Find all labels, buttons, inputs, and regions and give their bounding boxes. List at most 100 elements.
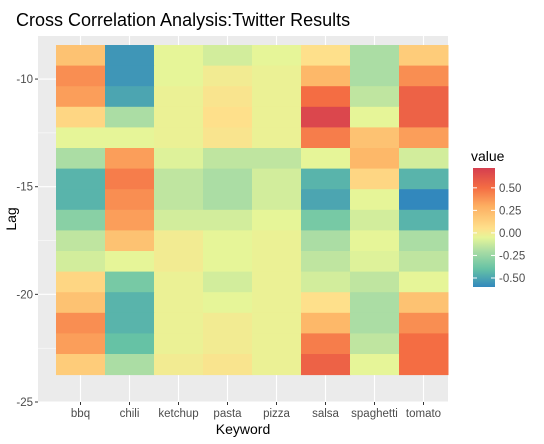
heatmap-cell [105,65,155,87]
heatmap-cell [154,65,204,87]
heatmap-cell [203,333,253,355]
legend-tick-label: 0.25 [499,205,521,217]
heatmap-cell [350,271,400,293]
x-axis: bbq chili ketchup pasta pizza salsa spaghetti t… [71,402,441,420]
heatmap-cell [154,168,204,190]
heatmap-cell [252,354,302,376]
x-tick-label: salsa [312,408,339,420]
heatmap-cell [105,168,155,190]
heatmap-cell [203,168,253,190]
heatmap-cell [252,271,302,293]
y-axis: -10 -15 -20 -25 [16,74,38,409]
heatmap-cell [399,312,449,334]
heatmap-cell [399,292,449,314]
heatmap-cell [105,333,155,355]
heatmap-cell [105,86,155,108]
heatmap-cell [56,251,106,273]
heatmap-cell [301,354,351,376]
heatmap-cell [154,127,204,149]
heatmap-cells [56,45,449,376]
y-tick-label: -25 [16,397,33,409]
heatmap-cell [154,292,204,314]
heatmap-cell [56,127,106,149]
heatmap-cell [252,86,302,108]
heatmap-cell [350,86,400,108]
heatmap-cell [350,127,400,149]
heatmap-cell [252,312,302,334]
legend-title: value [471,148,505,164]
heatmap-cell [301,45,351,67]
heatmap-cell [350,45,400,67]
heatmap-cell [105,45,155,67]
heatmap-cell [399,86,449,108]
heatmap-cell [105,106,155,128]
heatmap-cell [203,65,253,87]
heatmap-cell [252,45,302,67]
heatmap-cell [105,312,155,334]
heatmap-cell [301,106,351,128]
heatmap-cell [399,189,449,211]
heatmap-cell [56,271,106,293]
heatmap-cell [399,148,449,170]
heatmap-cell [350,189,400,211]
heatmap-cell [350,333,400,355]
heatmap-cell [252,251,302,273]
heatmap-cell [154,148,204,170]
heatmap-cell [56,209,106,231]
heatmap-cell [301,65,351,87]
heatmap-cell [203,271,253,293]
heatmap-cell [203,230,253,252]
heatmap-cell [350,209,400,231]
heatmap-cell [301,148,351,170]
heatmap-cell [105,189,155,211]
heatmap-cell [252,333,302,355]
heatmap-cell [203,148,253,170]
heatmap-cell [203,209,253,231]
heatmap-cell [399,45,449,67]
heatmap-cell [399,106,449,128]
legend: value 0.50 0.25 0.00 -0.25 -0.50 [471,148,525,287]
heatmap-cell [350,65,400,87]
heatmap-cell [56,333,106,355]
heatmap-cell [105,251,155,273]
x-tick-label: spaghetti [351,408,398,420]
heatmap-cell [203,189,253,211]
heatmap-cell [56,86,106,108]
legend-colorbar [473,168,495,287]
heatmap-cell [56,168,106,190]
heatmap-cell [56,312,106,334]
heatmap-cell [203,127,253,149]
heatmap-cell [350,230,400,252]
heatmap-cell [301,168,351,190]
legend-tick-label: -0.25 [499,250,525,262]
x-tick-label: pizza [263,408,290,420]
heatmap-cell [56,230,106,252]
x-tick-label: ketchup [158,408,198,420]
heatmap-cell [203,292,253,314]
heatmap-cell [252,65,302,87]
heatmap-cell [301,86,351,108]
heatmap-cell [105,271,155,293]
legend-tick-label: 0.00 [499,228,521,240]
heatmap-cell [203,45,253,67]
heatmap-cell [252,106,302,128]
x-tick-label: pasta [213,408,242,420]
y-tick-label: -10 [16,74,33,86]
heatmap-cell [399,251,449,273]
heatmap-cell [399,333,449,355]
x-tick-label: tomato [406,408,441,420]
heatmap-cell [252,127,302,149]
heatmap-cell [399,127,449,149]
heatmap-cell [56,354,106,376]
heatmap-cell [56,106,106,128]
heatmap-cell [350,148,400,170]
heatmap-cell [105,209,155,231]
heatmap-cell [252,230,302,252]
heatmap-cell [203,312,253,334]
chart-title: Cross Correlation Analysis:Twitter Resul… [16,10,350,30]
y-axis-title: Lag [3,207,19,230]
heatmap-cell [154,86,204,108]
heatmap-cell [105,354,155,376]
heatmap-cell [399,271,449,293]
